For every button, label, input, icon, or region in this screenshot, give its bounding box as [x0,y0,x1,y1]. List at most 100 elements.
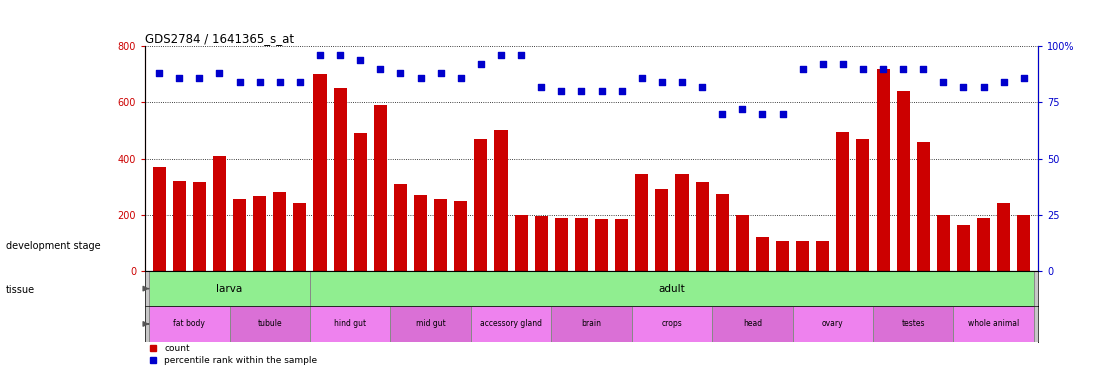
Bar [354,133,367,271]
Text: fat body: fat body [173,319,205,328]
Bar [876,69,889,271]
Bar [976,218,990,271]
Point [673,79,691,85]
Point [753,111,771,117]
Bar [836,132,849,271]
Text: tissue: tissue [6,285,35,295]
Bar [514,215,528,271]
Point [331,52,349,58]
Point [492,52,510,58]
Point [653,79,671,85]
Point [472,61,490,67]
Bar [792,306,873,342]
Point [211,70,229,76]
Point [512,52,530,58]
Text: mid gut: mid gut [416,319,445,328]
Bar [213,156,227,271]
Bar [273,192,287,271]
Bar [776,242,789,271]
Bar [595,219,608,271]
Point [372,66,389,72]
Point [814,61,831,67]
Point [171,74,189,81]
Bar [535,216,548,271]
Point [311,52,329,58]
Bar [555,218,568,271]
Point [934,79,952,85]
Bar [695,182,709,271]
Bar [896,91,910,271]
Point [532,83,550,89]
Bar [856,139,869,271]
Bar [173,181,185,271]
Point [733,106,751,112]
Point [251,79,269,85]
Point [834,61,852,67]
Bar [615,219,628,271]
Point [231,79,249,85]
Bar [632,306,712,342]
Bar [916,142,930,271]
Bar [374,105,387,271]
Point [854,66,872,72]
Point [392,70,410,76]
Point [191,74,209,81]
Point [773,111,791,117]
Bar [675,174,689,271]
Bar [314,74,327,271]
Bar [230,306,310,342]
Bar [253,197,267,271]
Bar [796,242,809,271]
Bar [953,306,1033,342]
Point [593,88,610,94]
Bar [655,189,668,271]
Bar [712,306,792,342]
Bar [474,139,488,271]
Text: brain: brain [581,319,602,328]
Bar [635,174,648,271]
Bar [494,131,508,271]
Point [151,70,169,76]
Bar [471,306,551,342]
Legend: count, percentile rank within the sample: count, percentile rank within the sample [150,344,317,365]
Bar [998,204,1010,271]
Bar [394,184,407,271]
Bar [233,199,247,271]
Text: larva: larva [217,284,242,294]
Text: adult: adult [658,284,685,294]
Text: ovary: ovary [822,319,844,328]
Point [271,79,289,85]
Text: hind gut: hind gut [334,319,366,328]
Point [994,79,1012,85]
Point [352,56,369,63]
Point [874,66,892,72]
Point [974,83,992,89]
Point [1014,74,1032,81]
Bar [153,167,165,271]
Text: tubule: tubule [258,319,282,328]
Bar [1018,215,1030,271]
Bar [873,306,953,342]
Text: GDS2784 / 1641365_s_at: GDS2784 / 1641365_s_at [145,32,295,45]
Bar [816,242,829,271]
Text: accessory gland: accessory gland [480,319,542,328]
Point [412,74,430,81]
Point [713,111,731,117]
Bar [434,199,448,271]
Bar [294,204,307,271]
Bar [310,306,391,342]
Bar [735,215,749,271]
Point [633,74,651,81]
Text: testes: testes [902,319,925,328]
Text: head: head [743,319,762,328]
Bar [956,225,970,271]
Bar [334,88,347,271]
Text: crops: crops [662,319,682,328]
Bar [575,218,588,271]
Point [954,83,972,89]
Bar [414,195,427,271]
Bar [310,271,1033,306]
Bar [756,237,769,271]
Point [793,66,811,72]
Point [613,88,631,94]
